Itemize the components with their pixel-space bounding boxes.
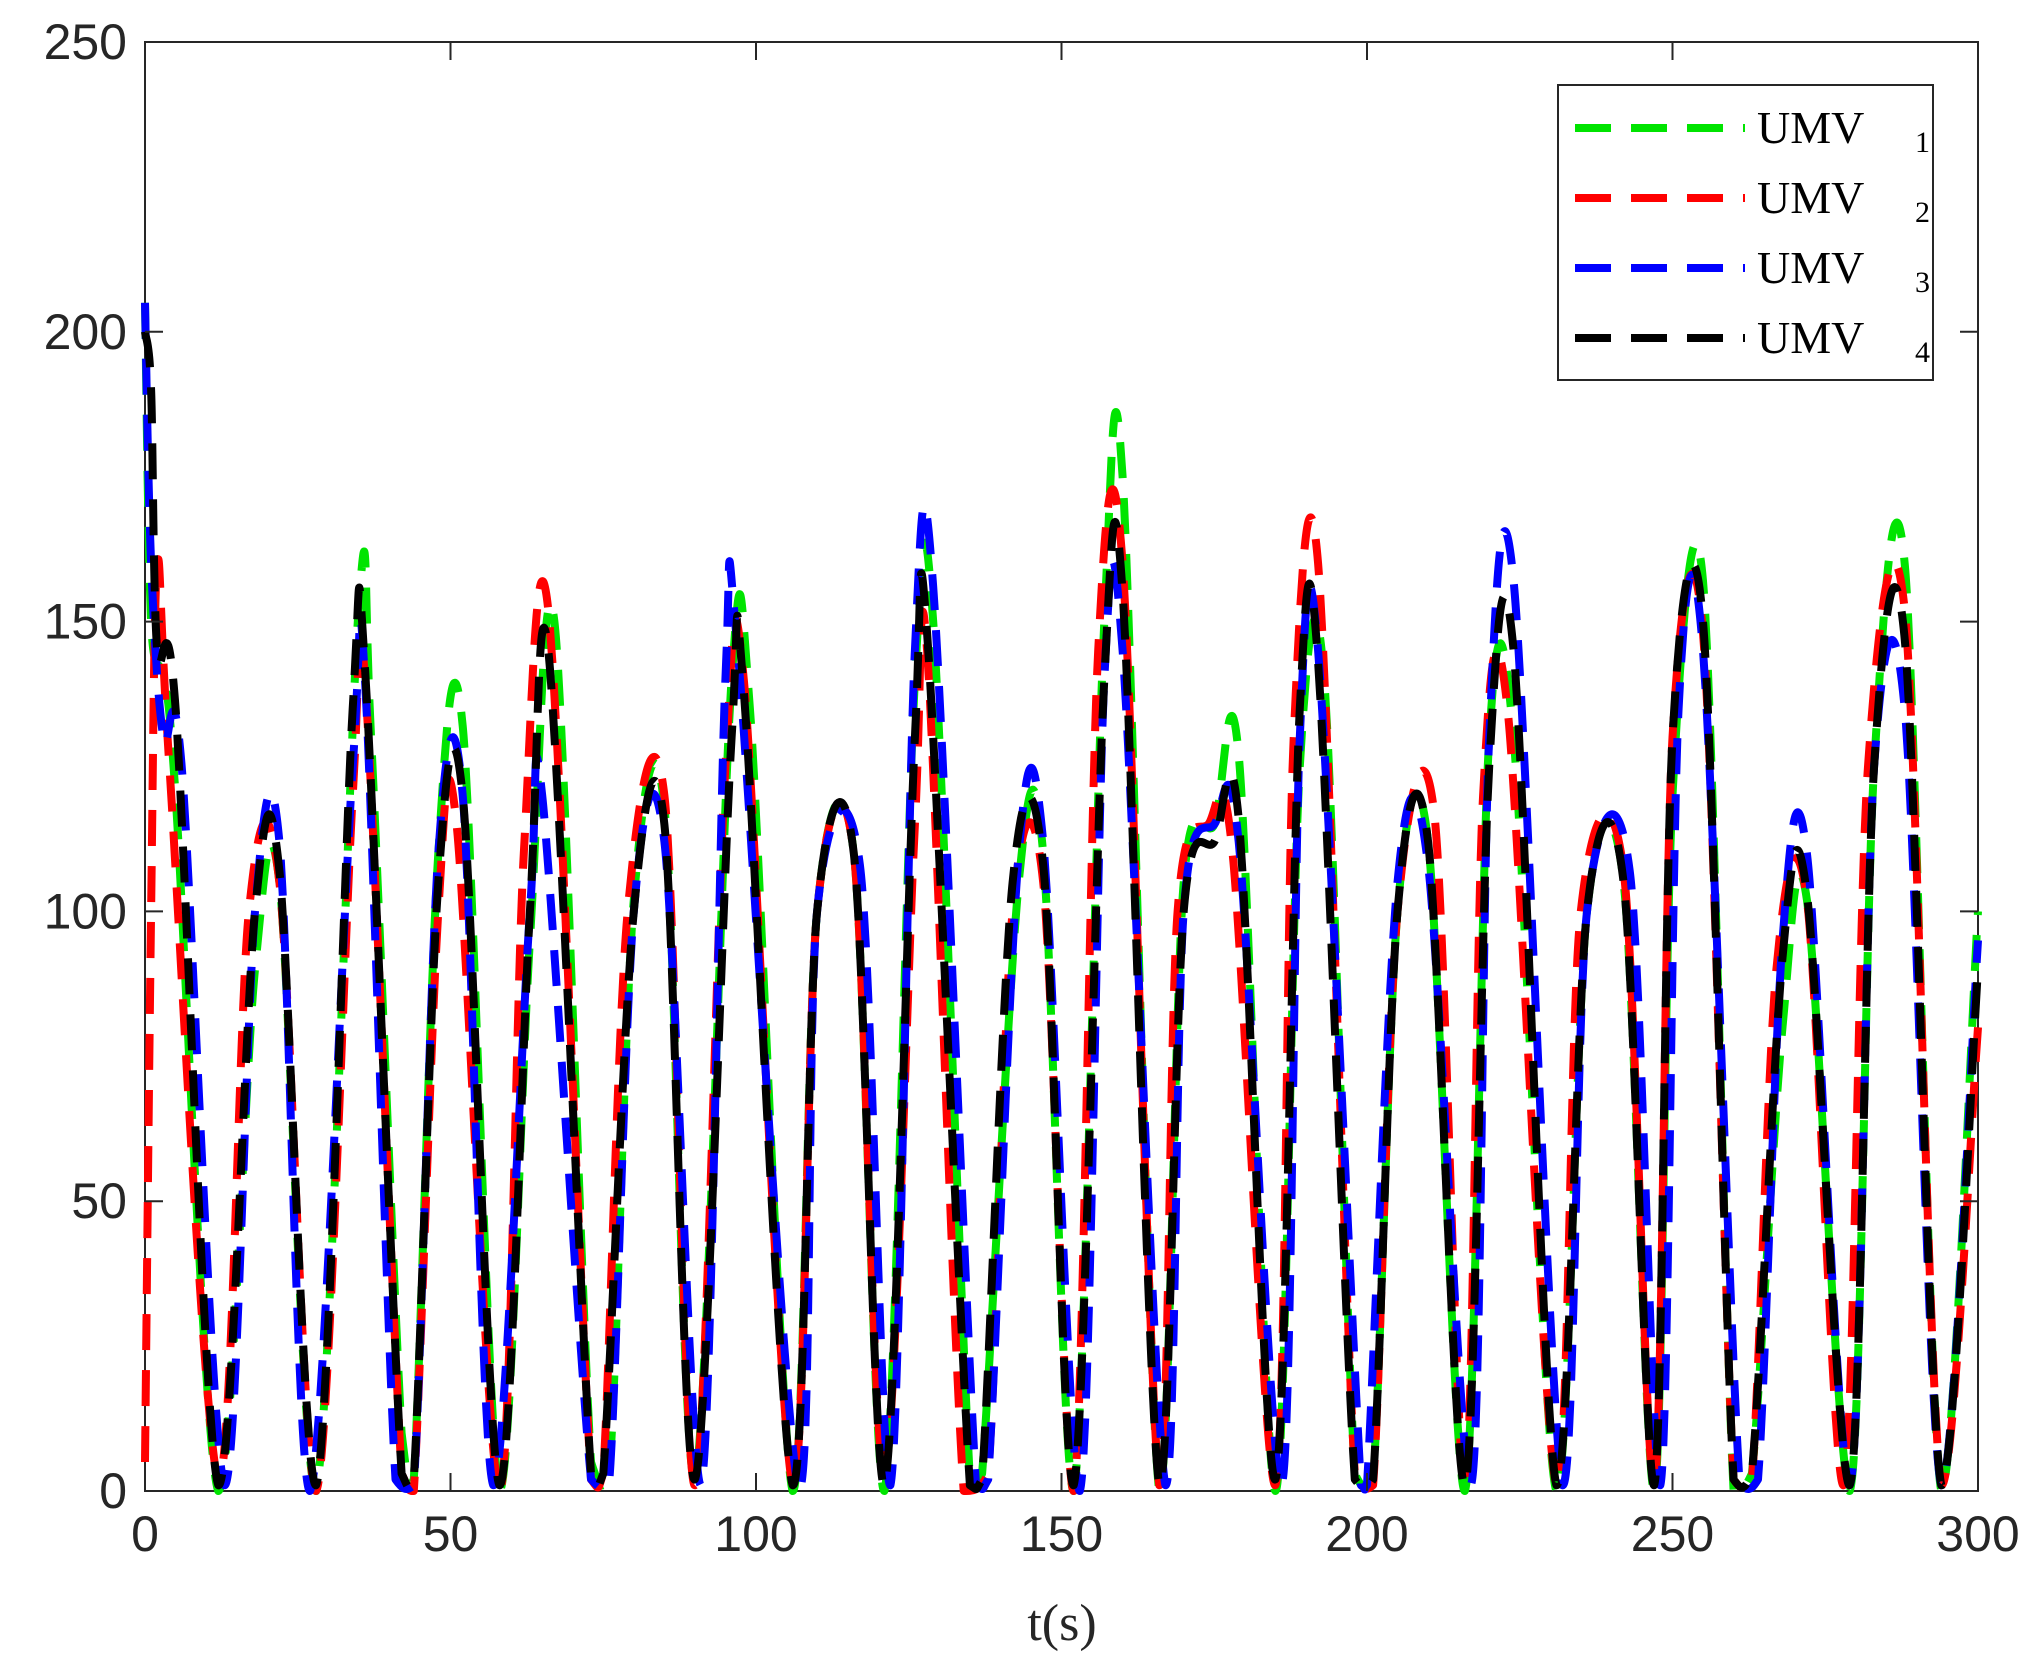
legend-label-3: UMV — [1757, 242, 1864, 293]
legend-label-1: UMV — [1757, 102, 1864, 153]
x-tick-label-2: 100 — [714, 1506, 797, 1562]
legend-label-4: UMV — [1757, 312, 1864, 363]
legend-box — [1557, 84, 1934, 381]
legend-label-2: UMV — [1757, 172, 1864, 223]
y-tick-label-1: 50 — [71, 1173, 127, 1229]
x-tick-label-3: 150 — [1020, 1506, 1103, 1562]
x-tick-label-0: 0 — [131, 1506, 159, 1562]
y-tick-label-0: 0 — [99, 1463, 127, 1519]
legend-subscript-4: 4 — [1915, 336, 1930, 369]
legend-subscript-3: 3 — [1915, 266, 1930, 299]
y-tick-label-2: 100 — [44, 883, 127, 939]
legend-subscript-1: 1 — [1915, 126, 1930, 159]
series-line-4 — [141, 331, 1982, 1493]
series-layer — [141, 302, 1982, 1495]
y-tick-label-4: 200 — [44, 304, 127, 360]
y-tick-label-3: 150 — [44, 594, 127, 650]
ticks-layer: 0 50 100 150 200 250 300 0 50 100 150 200 250 — [44, 14, 2020, 1562]
x-tick-label-6: 300 — [1936, 1506, 2019, 1562]
x-tick-label-4: 200 — [1325, 1506, 1408, 1562]
legend-subscript-2: 2 — [1915, 196, 1930, 229]
legend: UMV 1 UMV 2 UMV 3 UMV 4 — [1557, 84, 1934, 381]
x-tick-label-5: 250 — [1631, 1506, 1714, 1562]
y-tick-label-5: 250 — [44, 14, 127, 70]
x-axis-label: t(s) — [1027, 1595, 1096, 1652]
x-tick-label-1: 50 — [423, 1506, 479, 1562]
